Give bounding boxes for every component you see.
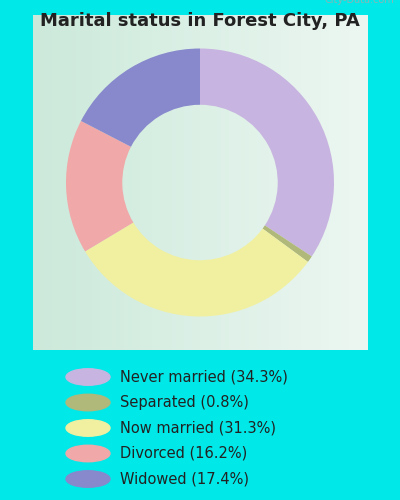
Circle shape: [66, 394, 110, 411]
Wedge shape: [66, 121, 133, 252]
Circle shape: [66, 369, 110, 385]
Text: Widowed (17.4%): Widowed (17.4%): [120, 472, 249, 486]
Text: Marital status in Forest City, PA: Marital status in Forest City, PA: [40, 12, 360, 30]
Text: Never married (34.3%): Never married (34.3%): [120, 370, 288, 384]
Text: Divorced (16.2%): Divorced (16.2%): [120, 446, 247, 461]
Text: Separated (0.8%): Separated (0.8%): [120, 395, 249, 410]
Wedge shape: [81, 48, 200, 147]
Circle shape: [66, 446, 110, 462]
Circle shape: [66, 420, 110, 436]
Wedge shape: [262, 226, 312, 262]
Text: Now married (31.3%): Now married (31.3%): [120, 420, 276, 436]
Wedge shape: [85, 222, 308, 316]
Circle shape: [66, 471, 110, 487]
Text: City-Data.com: City-Data.com: [324, 0, 394, 5]
Wedge shape: [200, 48, 334, 256]
